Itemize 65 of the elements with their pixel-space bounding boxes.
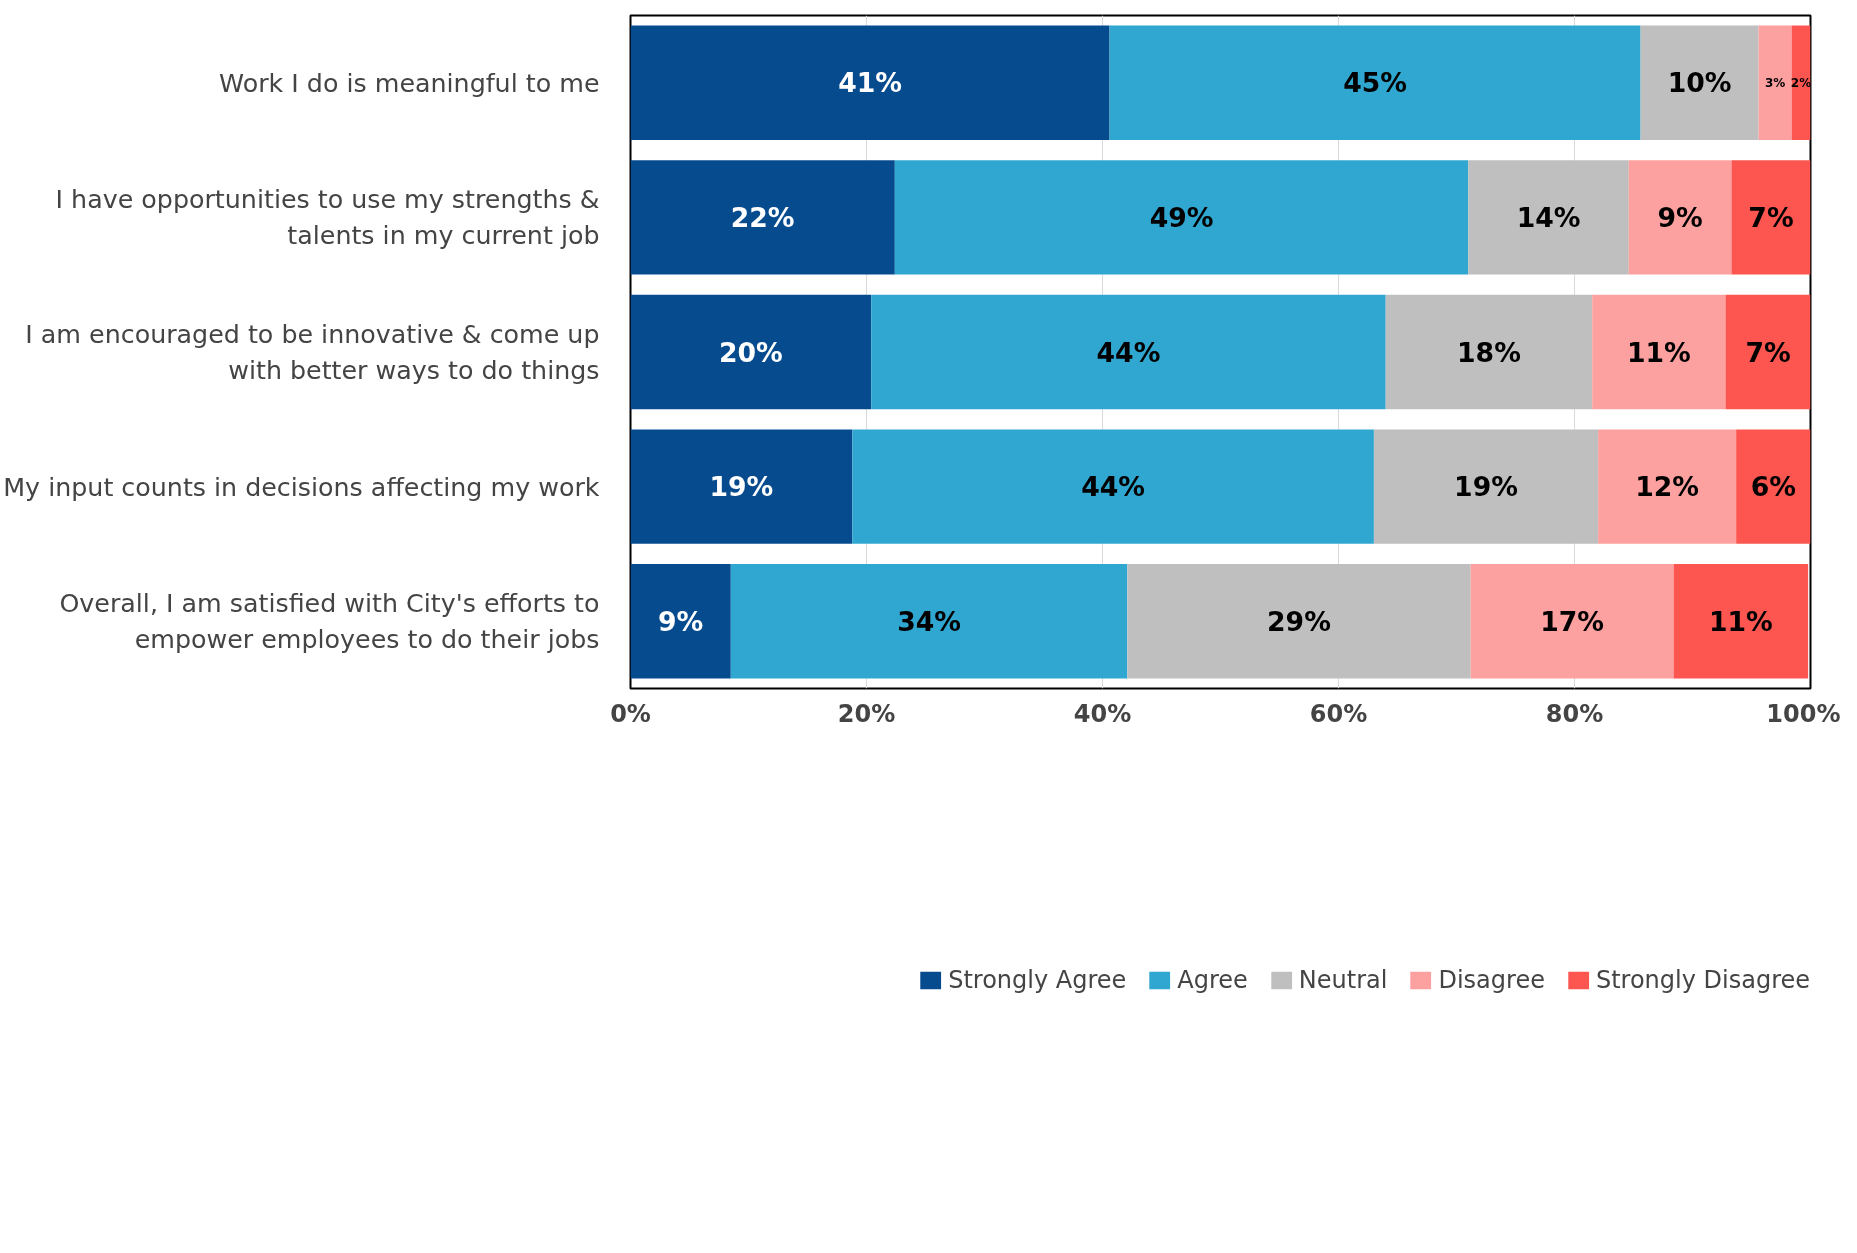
x-tick-label: 80% xyxy=(1545,699,1604,728)
bar xyxy=(630,160,895,275)
bar xyxy=(1725,294,1811,410)
bar xyxy=(730,563,1128,679)
data-label: 9% xyxy=(658,605,704,637)
x-tick-label: 0% xyxy=(610,699,651,728)
data-label: 14% xyxy=(1516,201,1581,233)
bar xyxy=(1791,25,1811,141)
bar xyxy=(1373,429,1599,544)
bar xyxy=(1758,25,1792,141)
y-tick-label: Overall, I am satisfied with City's efforts to empower employees to do their jobs xyxy=(59,588,600,655)
data-label: 20% xyxy=(718,336,783,368)
bar xyxy=(630,429,853,544)
data-label: 9% xyxy=(1657,201,1703,233)
x-tick-label: 20% xyxy=(837,699,896,728)
bar xyxy=(1736,429,1811,544)
bar xyxy=(630,25,1110,141)
bar xyxy=(1673,563,1809,679)
bar xyxy=(630,563,731,679)
data-label: 19% xyxy=(1454,471,1518,503)
legend-label: Strongly Disagree xyxy=(1595,966,1810,994)
bar xyxy=(1592,294,1726,410)
bar xyxy=(1640,25,1759,141)
bar xyxy=(1109,25,1641,141)
data-label: 7% xyxy=(1748,201,1794,233)
data-label: 19% xyxy=(709,471,774,503)
legend-label: Agree xyxy=(1177,966,1248,994)
x-tick-label: 60% xyxy=(1309,699,1368,728)
bar xyxy=(1731,160,1811,275)
data-label: 44% xyxy=(1096,336,1161,368)
data-label: 12% xyxy=(1635,471,1700,503)
y-tick-label: I have opportunities to use my strengths & talents in my current job xyxy=(55,184,600,251)
data-label: 29% xyxy=(1267,605,1331,637)
bar xyxy=(1628,160,1732,275)
data-label: 41% xyxy=(838,67,902,99)
legend-label: Strongly Agree xyxy=(948,966,1127,994)
data-label: 3% xyxy=(1764,75,1786,90)
data-label: 45% xyxy=(1343,67,1407,99)
x-tick-label: 100% xyxy=(1766,699,1841,728)
data-label: 17% xyxy=(1540,605,1605,637)
data-label: 18% xyxy=(1457,336,1521,368)
data-label: 6% xyxy=(1750,471,1796,503)
y-tick-label: My input counts in decisions affecting my work xyxy=(3,471,600,502)
y-tick-label: Work I do is meaningful to me xyxy=(219,67,600,98)
bar xyxy=(1470,563,1674,679)
bar xyxy=(630,294,872,410)
data-label: 7% xyxy=(1745,336,1791,368)
bar xyxy=(1598,429,1737,544)
y-tick-label: I am encouraged to be innovative & come up with better ways to do things xyxy=(25,319,600,385)
data-label: 11% xyxy=(1708,605,1773,637)
bar xyxy=(894,160,1469,275)
data-label: 11% xyxy=(1626,336,1691,368)
legend-label: Disagree xyxy=(1438,966,1545,994)
bar xyxy=(1127,563,1471,679)
data-label: 22% xyxy=(730,201,795,233)
x-tick-label: 40% xyxy=(1073,699,1132,728)
bar xyxy=(852,429,1374,544)
data-label: 34% xyxy=(897,605,961,637)
bar xyxy=(1468,160,1629,275)
data-label: 44% xyxy=(1081,471,1146,503)
data-label: 10% xyxy=(1667,67,1732,99)
bar xyxy=(871,294,1386,410)
legend-label: Neutral xyxy=(1298,966,1388,994)
bar xyxy=(1385,294,1593,410)
data-label: 49% xyxy=(1149,201,1214,233)
